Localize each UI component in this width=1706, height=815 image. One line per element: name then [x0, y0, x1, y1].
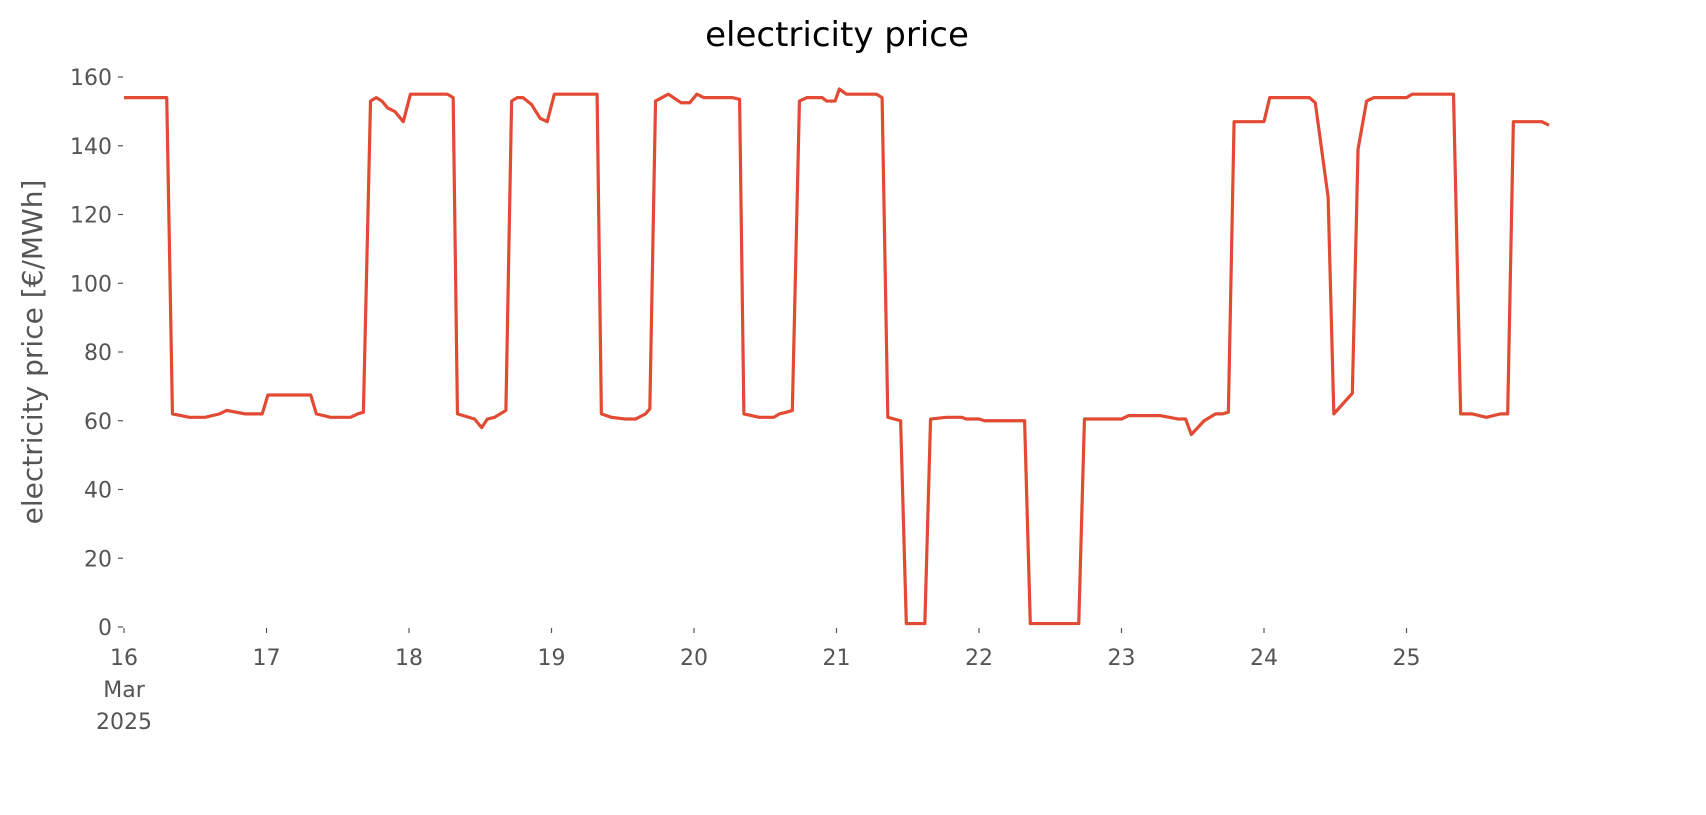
y-tick-label: 40	[84, 479, 112, 504]
y-tick-label: 120	[70, 204, 112, 229]
y-tick-label: 60	[84, 410, 112, 435]
y-tick-label: 80	[84, 341, 112, 366]
x-tick-label: 20	[680, 646, 708, 671]
y-tick-label: 160	[70, 66, 112, 91]
x-tick-label: 17	[253, 646, 281, 671]
x-tick-label: 22	[965, 646, 993, 671]
x-tick-label: 18	[395, 646, 423, 671]
x-tick-sublabel: 2025	[96, 710, 152, 735]
x-tick-label: 21	[823, 646, 851, 671]
x-tick-label: 24	[1250, 646, 1278, 671]
x-tick-sublabel: Mar	[103, 678, 145, 703]
x-tick-label: 16	[110, 646, 138, 671]
x-tick-label: 25	[1393, 646, 1421, 671]
chart-title: electricity price	[705, 15, 969, 55]
y-tick-label: 100	[70, 272, 112, 297]
y-axis-label: electricity price [€/MWh]	[16, 180, 49, 525]
x-tick-label: 23	[1108, 646, 1136, 671]
y-tick-label: 20	[84, 547, 112, 572]
y-tick-label: 140	[70, 135, 112, 160]
price-line	[124, 87, 1550, 626]
x-tick-label: 19	[538, 646, 566, 671]
y-tick-label: 0	[98, 616, 112, 641]
